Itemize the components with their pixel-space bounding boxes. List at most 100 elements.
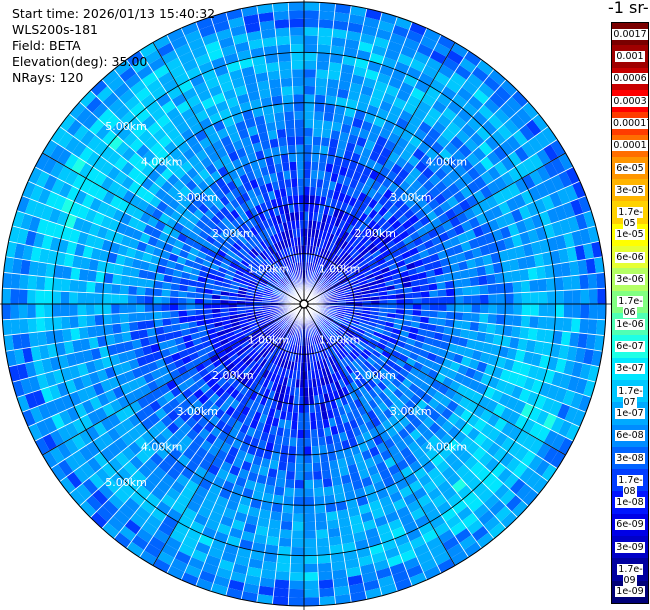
range-gate [135, 484, 151, 500]
range-gate [115, 185, 129, 200]
range-gate [365, 345, 375, 354]
range-gate [318, 587, 335, 598]
range-gate [231, 219, 241, 230]
range-gate [404, 298, 414, 304]
ray [304, 304, 518, 529]
range-gate [240, 279, 250, 286]
range-gate [304, 43, 318, 53]
range-gate [135, 86, 152, 102]
range-gate [231, 519, 246, 531]
range-gate [135, 449, 150, 465]
range-gate [245, 333, 255, 341]
range-gate [560, 331, 571, 346]
range-gate [318, 436, 327, 446]
range-gate [341, 321, 350, 327]
range-gate [470, 312, 480, 323]
range-gate [304, 538, 317, 548]
range-gate [160, 249, 171, 260]
range-gate [470, 285, 480, 296]
range-gate [233, 254, 243, 263]
range-gate [285, 315, 293, 322]
range-gate [427, 323, 437, 332]
range-gate [144, 543, 162, 559]
range-gate [538, 304, 548, 317]
range-gate [327, 356, 335, 366]
range-gate [262, 260, 271, 269]
range-gate [139, 232, 151, 244]
range-gate [406, 528, 423, 542]
range-gate [280, 249, 286, 259]
range-gate [3, 256, 15, 274]
range-gate [411, 315, 421, 323]
range-gate [266, 283, 275, 289]
range-gate [413, 543, 430, 557]
range-gate [236, 304, 246, 308]
range-gate [230, 187, 242, 199]
range-gate [250, 351, 260, 361]
range-gate [265, 284, 275, 291]
range-gate [351, 360, 361, 370]
range-gate [500, 511, 518, 529]
range-gate [284, 324, 291, 333]
range-gate [348, 351, 358, 361]
range-gate [304, 580, 319, 590]
range-gate [245, 199, 255, 210]
range-gate [236, 503, 250, 515]
range-gate [318, 312, 326, 318]
range-gate [566, 345, 578, 362]
range-gate [326, 314, 335, 320]
range-gate [363, 360, 373, 370]
range-gate [108, 135, 124, 151]
range-gate [204, 490, 219, 504]
range-gate [57, 131, 74, 149]
range-gate [317, 554, 332, 564]
range-gate [382, 363, 393, 373]
range-gate [225, 123, 238, 136]
range-gate [113, 156, 128, 171]
range-gate [214, 408, 226, 420]
range-gate [242, 343, 252, 352]
range-gate [324, 339, 332, 348]
range-gate [79, 414, 94, 430]
range-gate [328, 365, 335, 375]
range-gate [312, 318, 318, 326]
range-gate [442, 536, 460, 552]
range-gate [156, 113, 171, 128]
range-gate [222, 240, 233, 250]
range-gate [422, 460, 436, 474]
range-gate [215, 210, 226, 221]
range-gate [89, 197, 103, 212]
range-gate [319, 333, 325, 342]
range-gate [144, 49, 162, 65]
range-gate [563, 304, 573, 319]
range-gate [256, 242, 265, 252]
range-gate [268, 519, 282, 530]
range-gate [304, 488, 315, 497]
range-gate [290, 43, 304, 53]
range-gate [241, 530, 256, 542]
range-gate [299, 379, 304, 388]
range-gate [50, 463, 67, 482]
range-gate [235, 195, 246, 206]
range-gate [165, 57, 183, 72]
range-gate [417, 328, 428, 337]
range-gate [271, 293, 281, 298]
range-gate [219, 80, 235, 93]
range-gate [265, 371, 274, 381]
range-gate [152, 127, 167, 142]
range-gate [315, 77, 328, 88]
range-gate [319, 453, 329, 463]
range-gate [262, 423, 272, 434]
range-gate [304, 362, 308, 372]
range-gate [273, 288, 282, 294]
range-gate [277, 545, 292, 556]
range-gate [316, 343, 323, 352]
range-gate [325, 316, 334, 323]
range-gate [289, 580, 304, 590]
range-gate [546, 384, 560, 401]
range-gate [222, 88, 237, 101]
range-gate [371, 551, 387, 564]
range-gate [2, 304, 11, 320]
range-gate [270, 354, 278, 364]
range-gate [197, 505, 212, 519]
